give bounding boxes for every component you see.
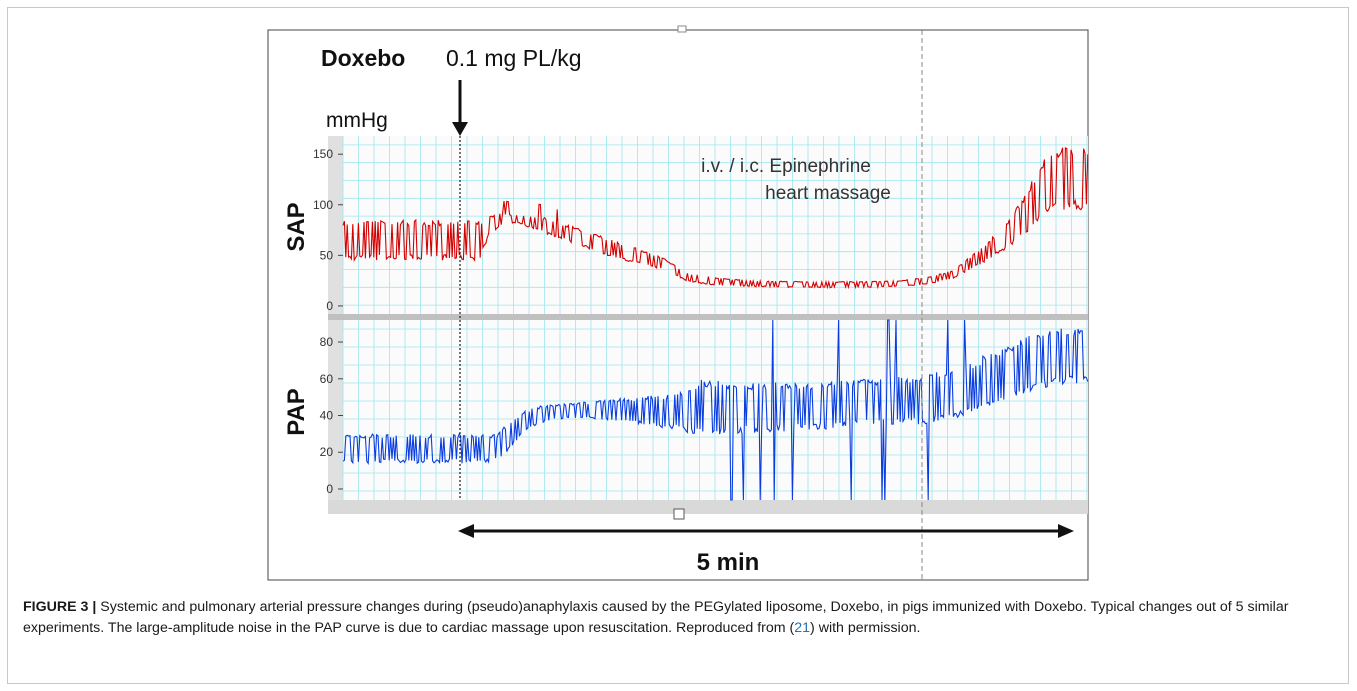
duration-label: 5 min — [697, 549, 760, 576]
panel-divider — [328, 314, 1088, 320]
scrollbar-thumb[interactable] — [673, 508, 685, 520]
sap-panel-bg — [328, 136, 1088, 316]
duration-arrow-left-head — [458, 524, 474, 538]
pap-axis-label: PAP — [283, 388, 310, 436]
unit-label: mmHg — [326, 109, 388, 132]
sap-tick-label: 100 — [313, 198, 333, 212]
pap-panel-bg — [328, 318, 1088, 500]
resize-handle-top[interactable] — [677, 25, 687, 33]
pap-tick-label: 60 — [320, 372, 334, 386]
sap-y-axis: 0 50 100 150 — [313, 147, 343, 313]
pap-trace — [342, 319, 1089, 501]
pap-trace-line — [342, 319, 1089, 501]
sap-axis-label: SAP — [283, 202, 310, 251]
injection-arrow-head — [452, 122, 468, 136]
sap-trace — [342, 147, 1089, 290]
pap-tick-label: 40 — [320, 409, 334, 423]
bottom-scrollbar[interactable] — [328, 500, 1088, 514]
caption-reference-link[interactable]: 21 — [794, 620, 811, 636]
sap-tick-label: 0 — [326, 299, 333, 313]
pap-tick-label: 0 — [326, 482, 333, 496]
annotation-line2: heart massage — [765, 183, 891, 204]
sap-grid — [342, 136, 1088, 314]
pap-tick-label: 80 — [320, 335, 334, 349]
caption-label: FIGURE 3 | — [23, 599, 97, 615]
sap-tick-label: 150 — [313, 147, 333, 161]
sap-tick-label: 50 — [320, 248, 334, 262]
duration-arrow-right-head — [1058, 524, 1074, 538]
pap-tick-label: 20 — [320, 445, 334, 459]
caption-text-end: ) with permission. — [810, 620, 921, 636]
annotation-line1: i.v. / i.c. Epinephrine — [701, 156, 871, 177]
pap-y-axis: 0 20 40 60 80 — [320, 335, 343, 496]
caption-text: Systemic and pulmonary arterial pressure… — [23, 599, 1289, 636]
sap-trace-line — [342, 147, 1089, 290]
figure-caption: FIGURE 3 | Systemic and pulmonary arteri… — [23, 597, 1338, 639]
drug-name-label: Doxebo — [321, 45, 405, 71]
dose-label: 0.1 mg PL/kg — [446, 45, 582, 71]
